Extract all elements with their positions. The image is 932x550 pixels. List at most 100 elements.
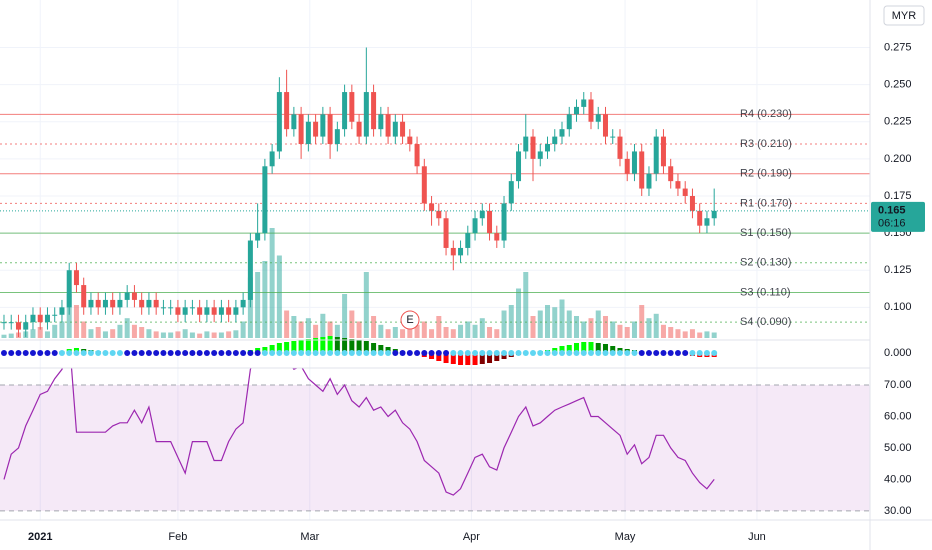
earnings-label: E [406,314,413,326]
squeeze-dot [109,350,116,356]
squeeze-dot [225,350,232,356]
momentum-bar [305,339,311,353]
squeeze-dot [457,350,464,356]
squeeze-dot [261,350,268,356]
candle-body [465,233,471,248]
momentum-bar [349,339,355,353]
volume-bar [255,272,261,338]
candle-body [588,99,594,122]
volume-bar [160,332,166,338]
squeeze-dot [348,350,355,356]
level-label: R2 (0.190) [740,168,792,180]
squeeze-dot [269,350,276,356]
x-tick-label: May [615,531,636,543]
squeeze-dot [363,350,370,356]
squeeze-dot [341,350,348,356]
volume-bar [197,333,203,338]
squeeze-dot [15,350,22,356]
momentum-pane [0,336,718,365]
squeeze-dot [247,350,254,356]
candle-body [204,307,210,315]
momentum-bar [342,338,348,353]
candle-body [349,92,355,122]
volume-bar [110,329,116,338]
level-label: S4 (0.090) [740,316,791,328]
candle-body [458,247,464,256]
squeeze-dot [479,350,486,356]
candle-body [602,114,608,137]
volume-bar [407,327,413,338]
momentum-bar [371,343,377,353]
momentum-bar [327,336,333,353]
candle-body [8,322,14,324]
volume-bar [646,318,652,338]
candle-body [711,210,717,219]
momentum-bar [494,353,500,361]
squeeze-dot [145,350,152,356]
x-tick-label: 2021 [28,531,52,543]
candle-body [88,299,94,308]
volume-bar [44,331,50,338]
momentum-bar [595,343,601,353]
volume-bar [262,261,268,338]
squeeze-dot [174,350,181,356]
candle-body [189,307,195,309]
x-tick-label: Mar [300,531,319,543]
squeeze-dot [29,350,36,356]
candle-body [334,129,340,145]
squeeze-dot [428,350,435,356]
candle-body [378,114,384,130]
squeeze-dot [22,350,29,356]
squeeze-dot [153,350,160,356]
candle-body [305,121,311,145]
squeeze-dot [116,350,123,356]
momentum-bar [436,353,442,361]
y-tick-label: 0.200 [884,153,912,165]
candle-body [153,299,159,308]
level-label: R3 (0.210) [740,138,792,150]
volume-bar [8,333,14,338]
x-tick-label: Apr [463,531,480,543]
candle-body [573,106,579,115]
candle-body [537,151,543,159]
momentum-bar [602,344,608,353]
squeeze-dot [160,350,167,356]
squeeze-dot [551,350,558,356]
squeeze-dot [276,350,283,356]
squeeze-dot [211,350,218,356]
rsi-line [3,368,715,496]
squeeze-dot [530,350,537,356]
squeeze-dot [682,350,689,356]
candle-body [139,299,145,308]
candle-body [487,210,493,234]
candle-body [400,121,406,137]
volume-bar [204,331,210,338]
squeeze-dot [660,350,667,356]
squeeze-dot [472,350,479,356]
volume-bar [320,313,326,338]
volume-bar [276,255,282,338]
candle-body [95,299,101,308]
earnings-marker[interactable] [400,310,420,330]
level-label: S1 (0.150) [740,227,791,239]
candle-body [175,307,181,315]
volume-bar [516,288,522,338]
volume-bar [552,307,558,338]
candle-body [581,99,587,107]
volume-bar [595,310,601,338]
candle-body [472,218,478,234]
squeeze-dot [240,350,247,356]
volume-bar [573,316,579,338]
countdown-label: 06:16 [878,218,906,230]
currency: MYR [892,10,917,22]
volume-bar [117,324,123,338]
volume-bar [334,324,340,338]
grid [0,0,870,520]
volume-bar [139,327,145,338]
y-tick-label: 70.00 [884,379,912,391]
volume-bar [218,332,224,338]
level-label: R1 (0.170) [740,197,792,209]
volume-bar [168,332,174,338]
volume-bar [66,294,72,338]
